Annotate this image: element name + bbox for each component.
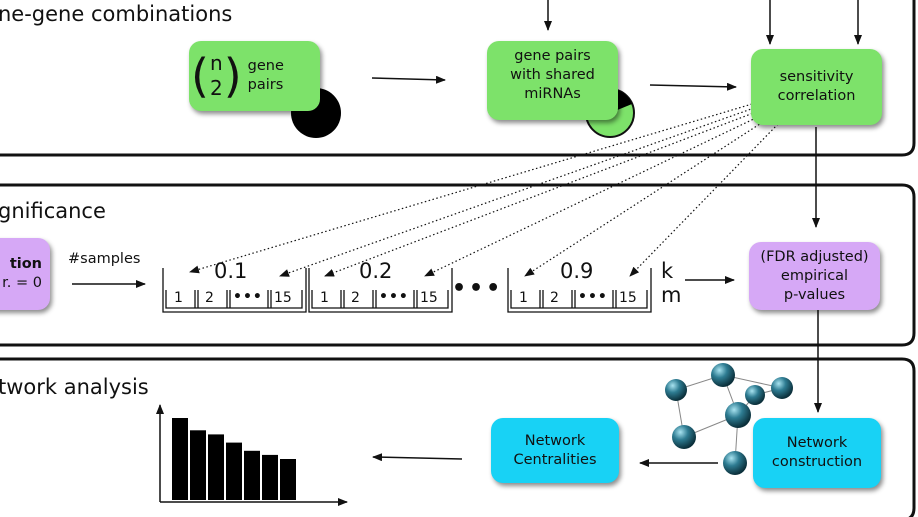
chart-bar-2: [190, 430, 206, 500]
network-nodes: [665, 363, 793, 475]
bin3-cell-15: 15: [619, 290, 637, 306]
samples-label: #samples: [68, 251, 141, 267]
network-node-1: [665, 379, 687, 401]
bin1-cell-dots: •••: [233, 289, 263, 305]
paren-left: (: [191, 49, 209, 103]
dotted-arrow-2: [279, 107, 755, 277]
gene-pairs-node: ( n 2 ) gene pairs: [189, 41, 320, 111]
dotted-arrow-1: [189, 103, 753, 274]
fdr-pvalues-node: (FDR adjusted) empirical p-values: [749, 242, 880, 310]
bar-chart: [156, 404, 348, 506]
bin1-cell-15: 15: [274, 290, 292, 306]
simulation-subtitle: r. = 0: [2, 275, 42, 291]
arrow-centralities-to-chart: [372, 453, 463, 462]
network-construction-node: Network construction: [753, 418, 881, 488]
dotted-arrow-5: [524, 119, 767, 277]
network-node-5: [725, 402, 751, 428]
bin2-cell-15: 15: [420, 290, 438, 306]
network-node-3: [771, 377, 793, 399]
bin-box-3: [507, 268, 652, 313]
bin-box-1: [162, 268, 307, 313]
dotted-arrow-3: [324, 111, 757, 277]
section-frame-mid: [0, 183, 916, 347]
bin3-cell-dots: •••: [578, 289, 608, 305]
section-frame-top: [0, 0, 916, 157]
bin1-cell-1: 1: [174, 290, 183, 306]
binomial: n 2: [210, 51, 223, 101]
chart-bar-3: [208, 434, 224, 500]
network-centralities-node: Network Centralities: [491, 418, 619, 483]
bin-value-1: 0.1: [214, 259, 248, 283]
network-node-4: [745, 385, 765, 405]
chart-bar-7: [280, 459, 296, 500]
chart-bar-4: [226, 442, 242, 500]
simulation-node: tion r. = 0: [0, 238, 50, 310]
dotted-arrow-4: [424, 115, 761, 277]
chart-bar-5: [244, 450, 260, 500]
bin2-cell-dots: •••: [379, 289, 409, 305]
arrow-pairs-to-shared: [371, 75, 446, 84]
section-title-significance: gnificance: [0, 199, 106, 223]
section-frame-bottom: [0, 357, 916, 517]
bin3-cell-1: 1: [519, 290, 528, 306]
shared-mirnas-node: gene pairs with shared miRNAs: [487, 41, 618, 120]
label-m: m: [661, 283, 682, 307]
bin1-cell-2: 2: [205, 290, 214, 306]
bins-ellipsis: •••: [452, 276, 504, 301]
network-node-2: [711, 363, 735, 387]
network-graph: [665, 363, 793, 475]
section-title-gene-combinations: ne-gene combinations: [0, 2, 233, 26]
section-title-network-analysis: twork analysis: [0, 375, 149, 399]
dotted-arrow-6: [629, 123, 779, 277]
chart-bar-1: [172, 418, 188, 500]
sensitivity-correlation-node: sensitivity correlation: [751, 49, 882, 125]
paren-right: ): [223, 49, 242, 103]
bin-cell-dividers: [165, 290, 648, 309]
bin2-cell-1: 1: [320, 290, 329, 306]
bin3-cell-2: 2: [550, 290, 559, 306]
network-node-6: [672, 425, 696, 449]
chart-bar-6: [262, 454, 278, 500]
simulation-title: tion: [9, 256, 42, 272]
arrow-shared-to-sensitivity: [649, 82, 737, 91]
gene-pairs-label: gene pairs: [247, 58, 284, 93]
bin-box-2: [308, 268, 453, 313]
label-k: k: [661, 259, 674, 283]
bin-value-2: 0.2: [359, 259, 393, 283]
bin2-cell-2: 2: [351, 290, 360, 306]
binomial-n: n: [209, 51, 223, 75]
binomial-2: 2: [209, 76, 223, 100]
network-node-7: [723, 451, 747, 475]
bin-value-3: 0.9: [560, 259, 594, 283]
